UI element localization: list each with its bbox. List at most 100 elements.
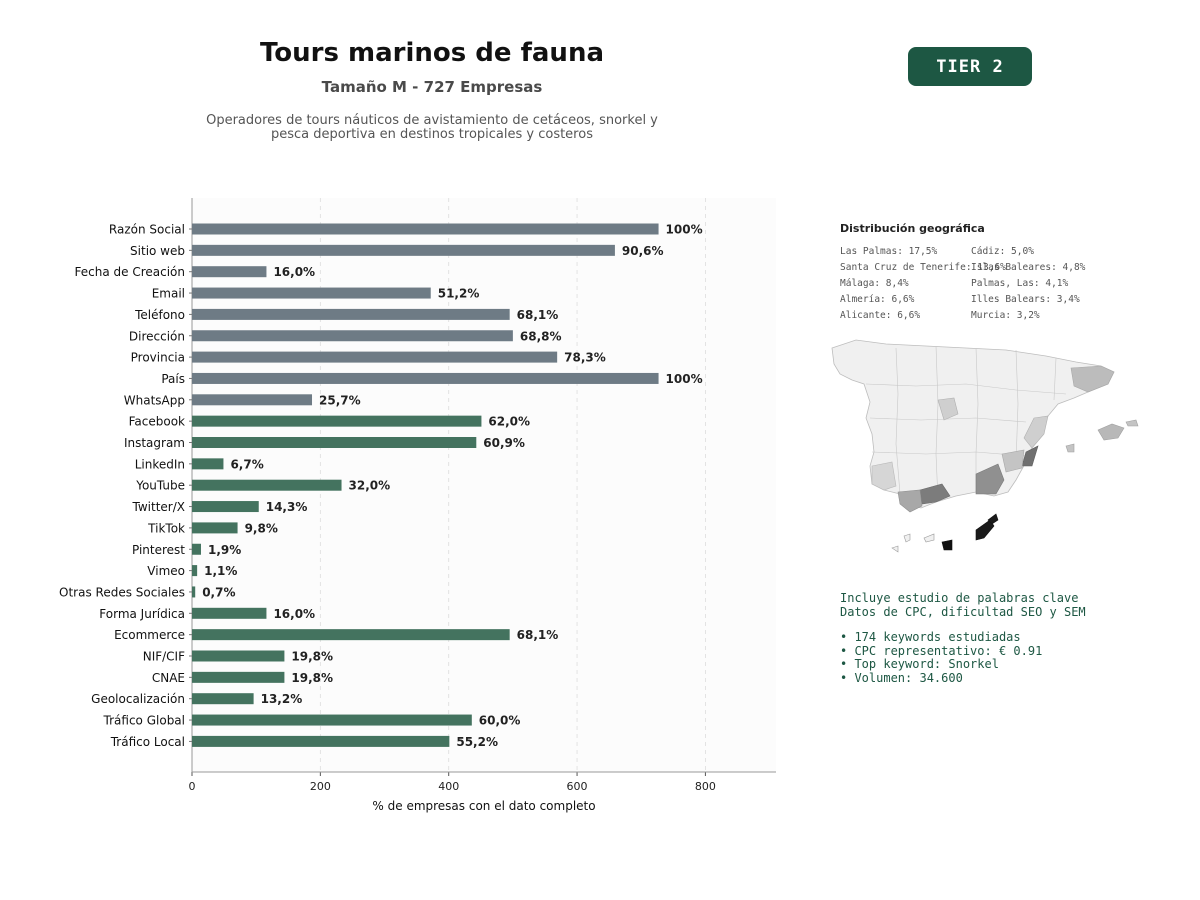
keywords-bullet-3: • Top keyword: Snorkel [840, 657, 999, 671]
bar [192, 607, 267, 619]
category-label: Tráfico Local [110, 735, 185, 749]
bar [192, 223, 659, 235]
data-label: 13,2% [261, 692, 303, 706]
map-region-valencia [1023, 415, 1049, 449]
category-label: Tráfico Global [103, 714, 185, 728]
description: Operadores de tours náuticos de avistami… [182, 114, 682, 142]
bar [192, 244, 615, 256]
data-label: 68,1% [517, 628, 559, 642]
bar [192, 437, 477, 448]
category-label: Sitio web [130, 244, 185, 258]
category-label: Teléfono [134, 308, 185, 322]
bar [192, 650, 285, 662]
x-axis-title: % de empresas con el dato completo [372, 799, 595, 813]
category-label: Razón Social [109, 223, 185, 237]
bar [192, 671, 285, 683]
map-canary-fuerteventura [987, 513, 999, 525]
geo-item: Almería: 6,6% [840, 294, 915, 305]
category-label: WhatsApp [124, 393, 185, 407]
map-canary-gran-canaria [941, 539, 953, 551]
keywords-bullet-1: • 174 keywords estudiadas [840, 630, 1021, 644]
data-label: 90,6% [622, 244, 664, 258]
bar [192, 330, 513, 342]
bar [192, 543, 201, 555]
map-balearic-ibiza [1065, 443, 1075, 453]
map-region-huelva [871, 461, 897, 491]
category-label: NIF/CIF [143, 650, 185, 664]
map-region-murcia [1001, 449, 1025, 473]
x-tick-label: 0 [189, 780, 196, 793]
bar [192, 458, 224, 470]
category-label: LinkedIn [135, 457, 185, 471]
keywords-line-1: Incluye estudio de palabras clave [840, 591, 1079, 605]
category-label: Geolocalización [91, 692, 185, 706]
geo-item: Málaga: 8,4% [840, 278, 909, 289]
map-region-alicante [1021, 445, 1039, 467]
data-label: 100% [666, 223, 703, 237]
data-label: 19,8% [291, 671, 333, 685]
category-label: Fecha de Creación [75, 265, 185, 279]
category-label: Facebook [129, 415, 185, 429]
data-label: 1,1% [204, 564, 237, 578]
data-label: 78,3% [564, 351, 606, 365]
map-region-cadiz [897, 489, 923, 513]
data-label: 19,8% [291, 650, 333, 664]
bar [192, 308, 510, 320]
bar [192, 735, 450, 747]
map-region-almeria [975, 463, 1005, 495]
data-label: 32,0% [349, 479, 391, 493]
geo-item: Murcia: 3,2% [971, 310, 1040, 321]
category-label: YouTube [135, 479, 185, 493]
bar [192, 479, 342, 491]
tier-badge: TIER 2 [908, 47, 1032, 86]
bar [192, 351, 558, 363]
data-label: 9,8% [245, 521, 278, 535]
bar [192, 565, 198, 577]
bar [192, 501, 259, 513]
geo-item: Cádiz: 5,0% [971, 246, 1034, 257]
map-canary-tenerife [975, 519, 995, 541]
category-label: Ecommerce [114, 628, 185, 642]
data-label: 51,2% [438, 287, 480, 301]
data-label: 25,7% [319, 393, 361, 407]
geo-item: Palmas, Las: 4,1% [971, 278, 1069, 289]
x-tick-label: 400 [438, 780, 459, 793]
data-label: 100% [666, 372, 703, 386]
geo-item: Alicante: 6,6% [840, 310, 921, 321]
data-label: 16,0% [273, 607, 315, 621]
map-balearic-mallorca [1097, 423, 1125, 441]
category-label: Email [152, 287, 185, 301]
category-label: País [161, 372, 185, 386]
data-label: 60,9% [483, 436, 525, 450]
x-tick-label: 600 [567, 780, 588, 793]
data-label: 16,0% [273, 265, 315, 279]
x-tick-label: 200 [310, 780, 331, 793]
data-label: 6,7% [230, 457, 263, 471]
bar-chart: 0 200 400 600 800 Razón Social 100% Sitio web 90… [59, 198, 776, 813]
description-line-2: pesca deportiva en destinos tropicales y… [271, 127, 593, 142]
geo-item: Illes Balears: 3,4% [971, 294, 1080, 305]
map-canary-la-palma [903, 533, 911, 543]
x-tick-label: 800 [695, 780, 716, 793]
bar [192, 287, 431, 299]
data-label: 62,0% [488, 415, 530, 429]
bar [192, 372, 659, 384]
map-canary-la-gomera [923, 533, 935, 543]
category-label: Vimeo [147, 564, 185, 578]
data-label: 68,8% [520, 329, 562, 343]
keywords-bullet-4: • Volumen: 34.600 [840, 670, 963, 685]
description-line-1: Operadores de tours náuticos de avistami… [206, 113, 658, 128]
map-region-catalonia [1070, 365, 1115, 393]
bar [192, 586, 196, 598]
category-label: Otras Redes Sociales [59, 585, 185, 599]
category-label: Dirección [129, 329, 185, 343]
bar [192, 522, 238, 534]
category-label: Provincia [131, 351, 185, 365]
bar [192, 629, 510, 641]
data-label: 14,3% [266, 500, 308, 514]
category-label: Twitter/X [132, 500, 185, 514]
map-balearic-menorca [1125, 419, 1139, 427]
geo-item: Islas Baleares: 4,8% [971, 262, 1086, 273]
data-label: 60,0% [479, 714, 521, 728]
bar [192, 714, 472, 726]
